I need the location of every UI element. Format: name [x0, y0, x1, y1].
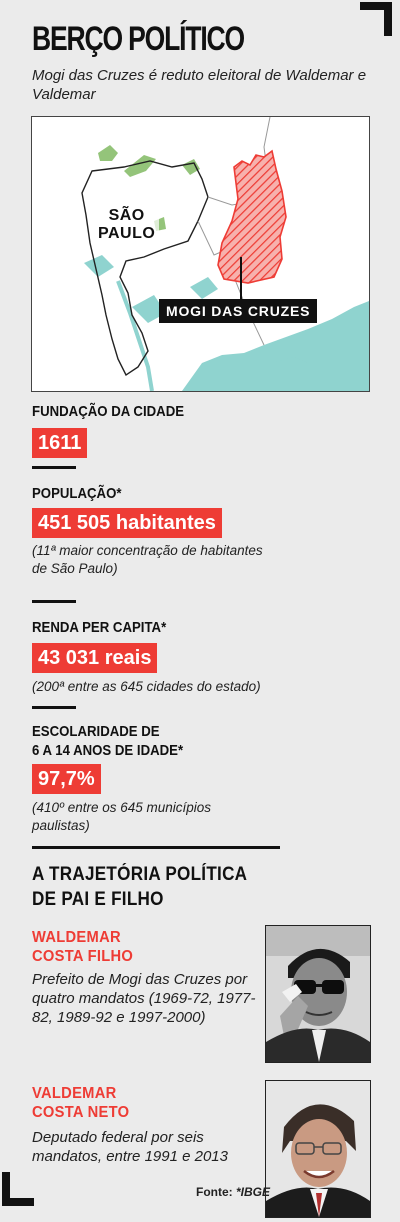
sao-paulo-outline [81, 160, 209, 377]
source-name: *IBGE [236, 1185, 271, 1199]
divider [32, 706, 76, 709]
person-description-valdemar: Deputado federal por seis mandatos, entr… [32, 1129, 228, 1165]
section-title-line2: DE PAI E FILHO [32, 889, 164, 910]
section-title: A TRAJETÓRIA POLÍTICA DE PAI E FILHO [32, 862, 247, 912]
person-name-line2: COSTA NETO [32, 1104, 130, 1121]
reservoir-2 [132, 295, 166, 323]
divider [32, 600, 76, 603]
stat-value-income: 43 031 reais [32, 643, 158, 673]
person-description-waldemar: Prefeito de Mogi das Cruzes por quatro m… [32, 971, 256, 1026]
stat-value-founding: 1611 [32, 428, 88, 458]
sea-area [182, 301, 369, 391]
sao-paulo-label-line2: PAULO [98, 225, 156, 242]
section-divider [32, 846, 280, 849]
corner-bracket-bottom-left [2, 1172, 34, 1206]
mogi-das-cruzes-label: MOGI DAS CRUZES [159, 299, 318, 323]
page-title: BERÇO POLÍTICO [32, 20, 245, 58]
stat-note-population: (11ª maior concentração de habitantes de… [32, 543, 263, 576]
sao-paulo-label-line1: SÃO [108, 207, 145, 224]
person-name-line1: VALDEMAR [32, 1085, 117, 1102]
portrait-photo-valdemar [265, 1080, 371, 1218]
page-subtitle: Mogi das Cruzes é reduto eleitoral de Wa… [32, 67, 367, 103]
locator-map: SÃO PAULO MOGI DAS CRUZES [31, 116, 370, 392]
stat-note-income: (200ª entre as 645 cidades do estado) [32, 679, 261, 694]
corner-bracket-top-right [360, 2, 392, 36]
stat-label-founding: FUNDAÇÃO DA CIDADE [32, 403, 185, 420]
section-title-line1: A TRAJETÓRIA POLÍTICA [32, 864, 248, 885]
person-name-valdemar: VALDEMAR COSTA NETO [32, 1084, 129, 1122]
stat-value-population: 451 505 habitantes [32, 508, 222, 538]
stat-label-schooling-line2: 6 A 14 ANOS DE IDADE* [32, 742, 184, 759]
river [116, 280, 154, 391]
park-3 [182, 159, 200, 175]
stat-label-schooling-line1: ESCOLARIDADE DE [32, 723, 160, 740]
stat-value-schooling: 97,7% [32, 764, 101, 794]
stat-label-income: RENDA PER CAPITA* [32, 619, 167, 636]
divider [32, 466, 76, 469]
map-graphic [81, 117, 369, 391]
portrait-photo-waldemar [265, 925, 371, 1063]
map-pointer-line [240, 257, 242, 299]
sea-inlet [272, 357, 308, 369]
park-1 [98, 145, 118, 161]
person-name-line1: WALDEMAR [32, 929, 121, 946]
person-name-waldemar: WALDEMAR COSTA FILHO [32, 928, 133, 966]
stat-label-population: POPULAÇÃO* [32, 485, 122, 502]
source-prefix: Fonte: [196, 1185, 236, 1199]
source-credit: Fonte: *IBGE [196, 1185, 270, 1199]
mogi-das-cruzes-area [217, 149, 287, 284]
sao-paulo-label: SÃO PAULO [94, 205, 160, 245]
park-2 [124, 155, 156, 177]
stat-note-schooling: (410º entre os 645 municípios paulistas) [32, 800, 212, 833]
person-name-line2: COSTA FILHO [32, 948, 134, 965]
reservoir-3 [190, 277, 218, 299]
reservoir-1 [84, 255, 114, 277]
